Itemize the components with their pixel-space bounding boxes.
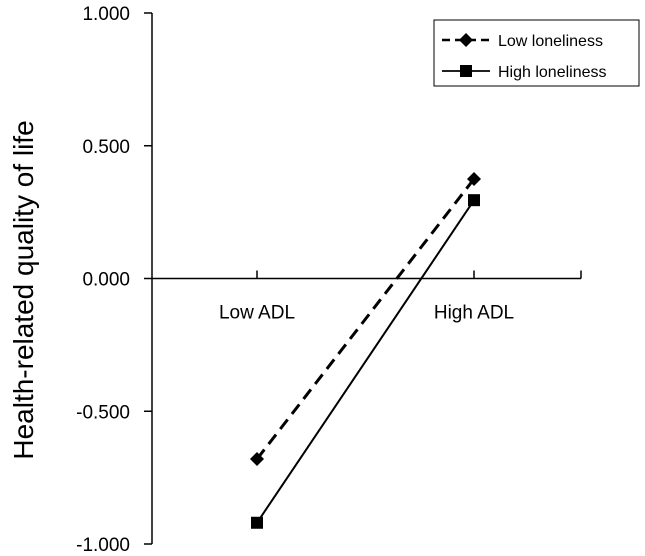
series-point-high-loneliness [251,516,263,529]
legend-marker [460,65,472,77]
series-line-low-loneliness [255,178,476,460]
y-tick-label: 0.000 [82,270,130,291]
series-line-high-loneliness [256,199,475,524]
legend-marker [459,33,473,47]
series-markers [250,171,481,529]
legend-label: High loneliness [498,64,607,81]
y-axis-title: Health-related quality of life [8,120,39,459]
x-ticks [256,270,582,279]
x-tick-labels: Low ADL High ADL [219,303,514,324]
legend: Low loneliness High loneliness [433,19,640,87]
y-ticks [144,12,152,545]
y-tick-label: 1.000 [82,4,130,25]
x-tick-label: High ADL [434,303,514,324]
y-tick-labels: 1.000 0.500 0.000 -0.500 -1.000 [76,4,130,556]
y-tick-label: 0.500 [82,137,130,158]
x-tick-label: Low ADL [219,303,295,324]
y-tick-label: -0.500 [76,402,130,423]
series-point-high-loneliness [468,194,480,207]
y-tick-label: -1.000 [76,535,130,556]
series-point-low-loneliness [250,452,264,467]
legend-label: Low loneliness [498,33,603,50]
series-point-low-loneliness [467,171,481,186]
series-lines [255,178,476,524]
